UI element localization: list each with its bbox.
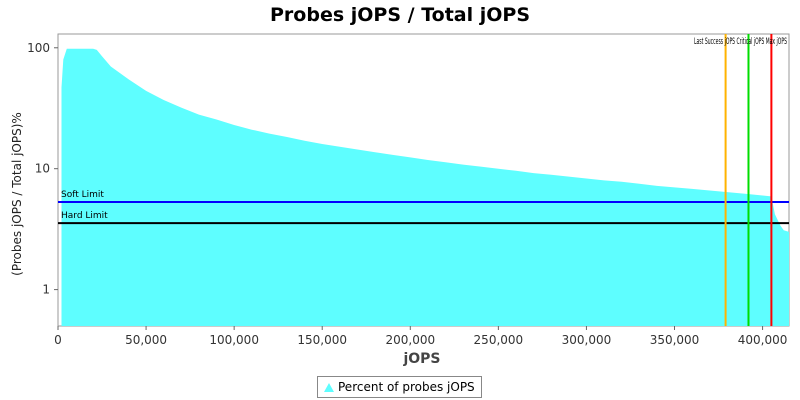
x-tick-label-2: 100,000 bbox=[209, 333, 259, 347]
chart-title: Probes jOPS / Total jOPS bbox=[270, 4, 530, 26]
x-tick-label-1: 50,000 bbox=[125, 333, 167, 347]
legend-label: Percent of probes jOPS bbox=[338, 380, 475, 394]
hline-label-1: Hard Limit bbox=[61, 211, 108, 221]
x-tick-label-0: 0 bbox=[54, 333, 62, 347]
legend: Percent of probes jOPS bbox=[317, 376, 482, 398]
x-tick-label-6: 300,000 bbox=[562, 333, 612, 347]
x-tick-label-7: 350,000 bbox=[650, 333, 700, 347]
y-tick-label-2: 100 bbox=[27, 41, 50, 55]
x-axis-label: jOPS bbox=[402, 351, 440, 367]
hline-label-0: Soft Limit bbox=[61, 190, 104, 200]
horizontal-lines: Soft Limit Hard Limit bbox=[58, 190, 789, 225]
x-tick-label-5: 250,000 bbox=[474, 333, 524, 347]
y-axis-ticks: 1 10 100 bbox=[27, 41, 58, 297]
area-layer bbox=[61, 48, 789, 327]
y-axis-label: (Probes jOPS / Total jOPS)% bbox=[10, 112, 24, 276]
vertical-lines: Last Success jOPS Critical jOPS Max jOPS bbox=[694, 34, 787, 326]
vline-labels: Last Success jOPS Critical jOPS Max jOPS bbox=[694, 37, 787, 47]
area-series-0 bbox=[61, 48, 789, 327]
x-axis-ticks: 0 50,000 100,000 150,000 200,000 250,000 300,0… bbox=[54, 326, 787, 347]
y-tick-label-1: 10 bbox=[35, 162, 50, 176]
x-tick-label-4: 200,000 bbox=[385, 333, 435, 347]
legend-swatch-icon bbox=[324, 382, 334, 392]
x-tick-label-3: 150,000 bbox=[297, 333, 347, 347]
y-tick-label-0: 1 bbox=[42, 283, 50, 297]
x-tick-label-8: 400,000 bbox=[738, 333, 788, 347]
